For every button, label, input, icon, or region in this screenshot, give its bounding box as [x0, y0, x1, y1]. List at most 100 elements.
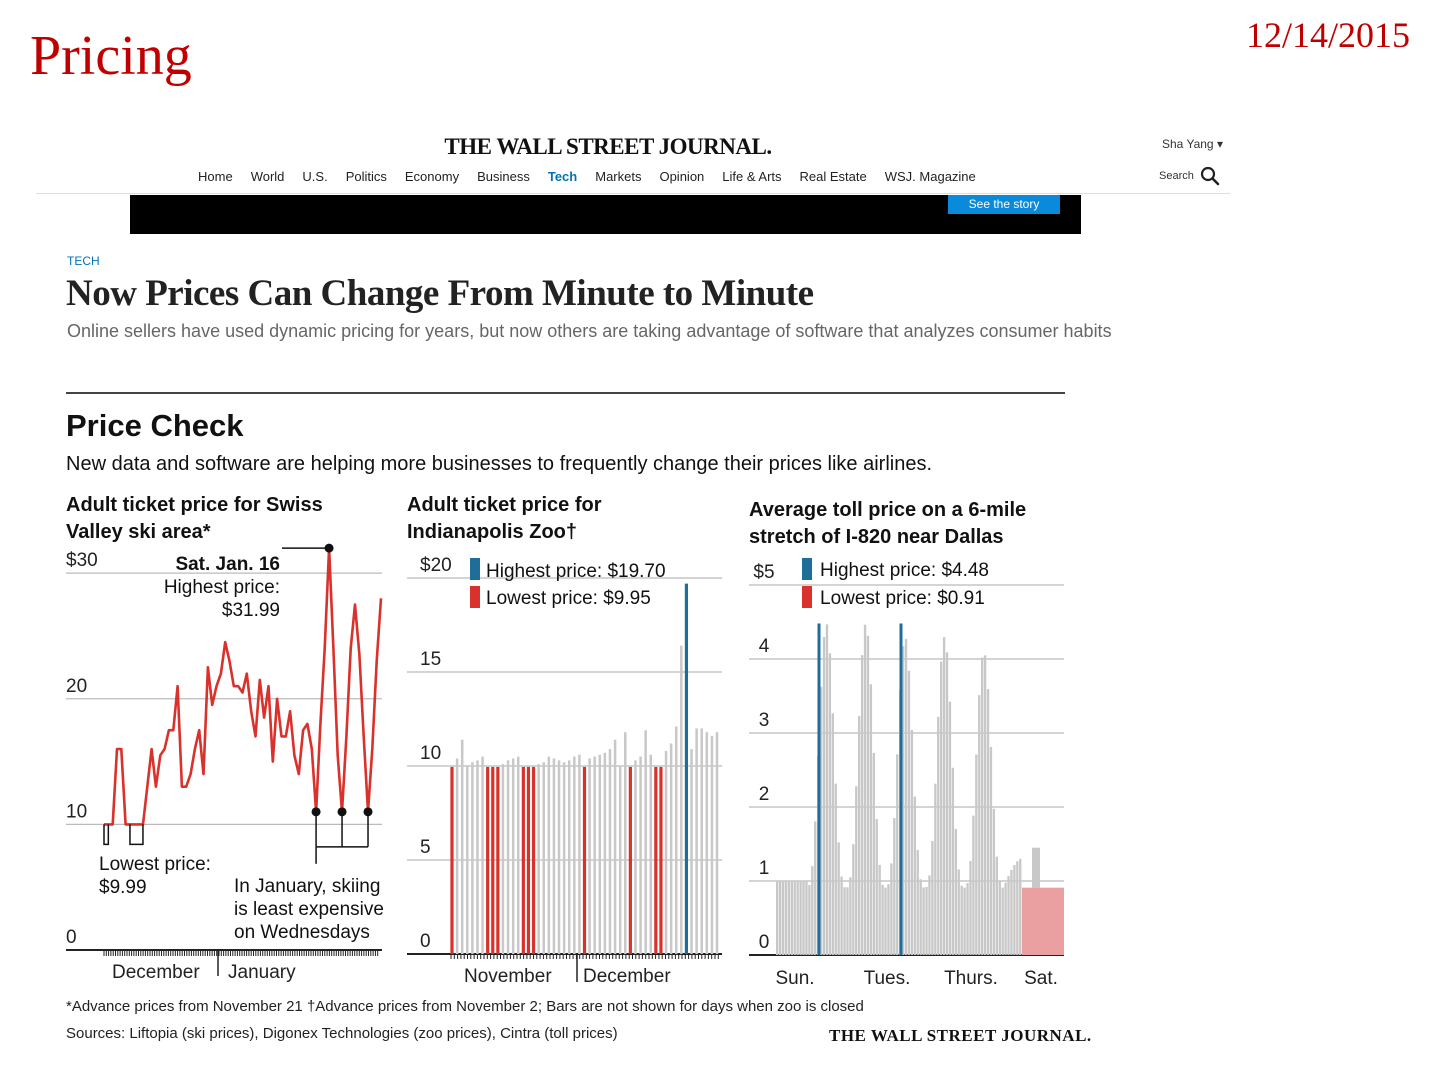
zoo-chart-title: Adult ticket price for Indianapolis Zoo†	[407, 494, 602, 543]
zoo-legend-highest: Highest price: $19.70	[486, 561, 666, 582]
nav-item-home[interactable]: Home	[198, 169, 233, 184]
zoo-bar	[695, 728, 698, 954]
zoo-y-tick-label: 0	[420, 931, 431, 952]
zoo-bar	[603, 752, 607, 954]
toll-bar	[948, 701, 952, 955]
toll-bar	[945, 652, 949, 955]
toll-bar	[781, 881, 785, 955]
toll-chart-title: Average toll price on a 6-mile stretch o…	[749, 499, 1027, 548]
zoo-bar	[450, 766, 454, 954]
toll-bar	[934, 783, 937, 955]
toll-bar	[814, 821, 817, 955]
toll-bar	[808, 885, 811, 955]
toll-bar	[881, 884, 884, 955]
toll-bar	[843, 887, 846, 955]
toll-bar	[907, 670, 911, 955]
ski-lowest-bracket	[103, 824, 110, 846]
zoo-bar	[547, 756, 551, 954]
toll-bar	[919, 879, 922, 955]
graphic-top-rule	[66, 392, 1065, 394]
toll-bar	[799, 881, 802, 955]
zoo-bar	[649, 754, 652, 954]
ski-note-line: In January, skiing	[234, 876, 380, 897]
ski-lowest-value: $9.99	[99, 877, 147, 898]
zoo-bar	[476, 760, 479, 954]
zoo-bar	[562, 762, 566, 954]
zoo-bar	[598, 754, 602, 954]
zoo-bar	[613, 739, 617, 954]
slide-date: 12/14/2015	[1245, 15, 1410, 55]
toll-y-tick-label: 0	[759, 932, 770, 953]
toll-bar	[793, 881, 796, 955]
nav-item-economy[interactable]: Economy	[404, 169, 460, 184]
zoo-y-tick-label: $20	[420, 555, 452, 576]
toll-bar	[846, 887, 849, 955]
zoo-bar	[486, 766, 490, 954]
nav-item-business[interactable]: Business	[477, 169, 530, 184]
zoo-x-label-december: December	[583, 966, 671, 987]
zoo-bar	[481, 756, 484, 954]
zoo-bar	[608, 749, 612, 954]
toll-bar	[796, 881, 799, 955]
zoo-bar	[710, 735, 714, 954]
see-story-button[interactable]: See the story	[948, 195, 1060, 214]
zoo-bar	[552, 758, 556, 954]
search-icon	[1200, 166, 1220, 186]
zoo-bar	[659, 766, 663, 954]
search-button[interactable]: Search	[1159, 166, 1220, 186]
nav-item-markets[interactable]: Markets	[595, 169, 642, 184]
ski-y-tick-label: 0	[66, 927, 77, 948]
zoo-bar	[674, 726, 678, 954]
nav-item-tech[interactable]: Tech	[547, 169, 578, 184]
zoo-bar	[455, 758, 459, 954]
nav-item-u-s[interactable]: U.S.	[302, 169, 328, 184]
toll-legend-highest: Highest price: $4.48	[820, 560, 989, 581]
zoo-bar	[501, 764, 505, 954]
masthead-logo[interactable]: THE WALL STREET JOURNAL.	[444, 134, 772, 159]
toll-y-tick-label: $5	[753, 562, 774, 583]
toll-x-label: Sun.	[775, 968, 814, 989]
toll-bar	[858, 716, 861, 955]
toll-bar	[998, 881, 1001, 955]
toll-legend-lowest-swatch	[802, 586, 812, 608]
zoo-bar	[628, 766, 632, 954]
ad-banner[interactable]	[130, 195, 1081, 234]
toll-bar	[1016, 861, 1019, 955]
user-menu[interactable]: Sha Yang ▾	[1162, 137, 1223, 151]
toll-bar	[937, 716, 940, 955]
ski-y-tick-label: $30	[66, 550, 98, 571]
nav-item-world[interactable]: World	[250, 169, 285, 184]
nav-item-life-arts[interactable]: Life & Arts	[722, 169, 782, 184]
ski-lowest-label: Lowest price:	[99, 854, 211, 875]
graphic-footnote: *Advance prices from November 21 †Advanc…	[66, 998, 864, 1015]
toll-bar	[922, 887, 925, 955]
toll-bar	[860, 655, 864, 955]
zoo-bar	[644, 730, 647, 954]
zoo-bar	[634, 760, 637, 954]
zoo-bar	[557, 760, 561, 954]
toll-y-tick-label: 4	[759, 636, 770, 657]
ski-highest-value: $31.99	[222, 600, 280, 621]
zoo-bar	[690, 749, 693, 954]
section-label[interactable]: TECH	[67, 254, 100, 268]
toll-bar	[819, 686, 823, 955]
zoo-bar	[466, 766, 469, 954]
nav-item-opinion[interactable]: Opinion	[659, 169, 705, 184]
zoo-bar	[639, 756, 642, 954]
zoo-bar	[705, 732, 709, 954]
toll-bar	[981, 657, 984, 955]
nav-item-politics[interactable]: Politics	[345, 169, 387, 184]
toll-bar	[802, 881, 805, 955]
zoo-legend-lowest-swatch	[470, 586, 480, 608]
toll-bar	[875, 819, 878, 955]
toll-bar	[963, 887, 966, 955]
zoo-bar	[700, 728, 703, 954]
toll-bar	[887, 884, 890, 955]
ski-price-line	[104, 546, 383, 826]
toll-highest-bar	[899, 623, 903, 955]
nav-item-wsj-magazine[interactable]: WSJ. Magazine	[884, 169, 976, 184]
toll-bar	[904, 638, 908, 955]
nav-item-real-estate[interactable]: Real Estate	[799, 169, 867, 184]
toll-bar	[986, 689, 990, 955]
